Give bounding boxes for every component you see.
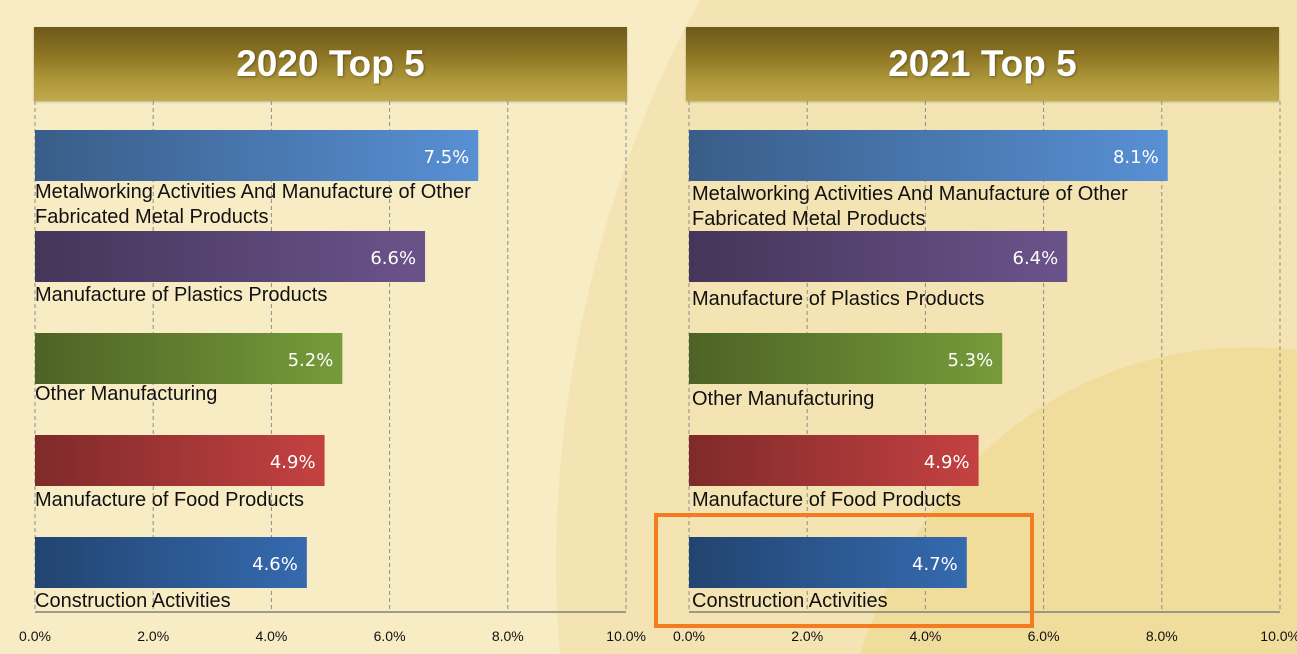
x-tick-label: 6.0%: [1028, 628, 1060, 644]
bar: [35, 333, 343, 384]
x-tick-label: 4.0%: [909, 628, 941, 644]
bar: [35, 231, 426, 282]
bar-value-label: 5.3%: [947, 350, 993, 371]
bar-chart-2020: 7.5% 6.6% 5.2% 4.9% 4.6% 0.0% 2.0% 4.0% 6.0% 8.0%…: [19, 101, 646, 644]
bar: [689, 435, 979, 486]
bar-value-label: 7.5%: [424, 147, 470, 168]
bar-value-label: 4.9%: [270, 452, 316, 473]
bar: [689, 231, 1068, 282]
bar: [35, 130, 479, 181]
x-tick-label: 10.0%: [606, 628, 646, 644]
chart-title-bar: 2020 Top 5: [34, 27, 627, 101]
category-label: Manufacture of Plastics Products: [35, 284, 328, 306]
x-tick-label: 0.0%: [19, 628, 51, 644]
chart-title: 2021 Top 5: [888, 43, 1077, 84]
bar-chart-2021: 8.1% 6.4% 5.3% 4.9% 4.7% 0.0% 2.0% 4.0% 6.0% 8.0%…: [673, 101, 1297, 644]
x-tick-label: 8.0%: [492, 628, 524, 644]
bar-value-label: 4.9%: [924, 452, 970, 473]
category-label: Manufacture of Food Products: [692, 489, 962, 511]
bar-value-label: 8.1%: [1113, 147, 1159, 168]
chart-panel-2021: 2021 Top 5 8.1% 6.4% 5.3% 4.9% 4.7% 0.0% 2.0% 4…: [673, 27, 1297, 654]
x-tick-label: 4.0%: [255, 628, 287, 644]
x-tick-label: 8.0%: [1146, 628, 1178, 644]
bar-value-label: 6.4%: [1013, 248, 1059, 269]
chart-title: 2020 Top 5: [236, 43, 425, 84]
x-tick-label: 2.0%: [137, 628, 169, 644]
bar: [35, 435, 325, 486]
x-tick-label: 6.0%: [374, 628, 406, 644]
bar-value-label: 4.6%: [252, 554, 298, 575]
bar: [689, 130, 1168, 181]
category-label: Metalworking Activities And Manufacture …: [692, 183, 1128, 230]
bar: [689, 333, 1003, 384]
bar-value-label: 4.7%: [912, 554, 958, 575]
category-label: Manufacture of Plastics Products: [692, 288, 985, 310]
category-label: Other Manufacturing: [35, 383, 218, 405]
bar: [689, 537, 967, 588]
bar: [35, 537, 307, 588]
category-label: Manufacture of Food Products: [35, 489, 305, 511]
construction-highlight-box: [654, 513, 1034, 628]
bar-value-label: 6.6%: [370, 248, 416, 269]
x-tick-label: 0.0%: [673, 628, 705, 644]
chart-panel-2020: 2020 Top 5 7.5% 6.6% 5.2% 4.9% 4.6% 0.0% 2.0% 4…: [19, 27, 646, 654]
category-label: Other Manufacturing: [692, 388, 875, 410]
category-label: Construction Activities: [692, 590, 888, 612]
chart-title-bar: 2021 Top 5: [686, 27, 1279, 101]
x-tick-label: 2.0%: [791, 628, 823, 644]
category-label: Construction Activities: [35, 590, 231, 612]
bar-value-label: 5.2%: [288, 350, 334, 371]
category-label: Metalworking Activities And Manufacture …: [35, 181, 471, 228]
x-tick-label: 10.0%: [1260, 628, 1297, 644]
